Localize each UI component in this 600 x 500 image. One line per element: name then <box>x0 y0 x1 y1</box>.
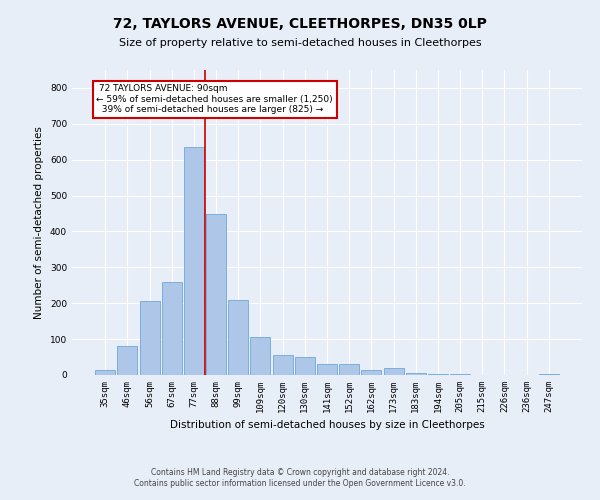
Bar <box>361 370 382 375</box>
Text: 72 TAYLORS AVENUE: 90sqm
← 59% of semi-detached houses are smaller (1,250)
  39%: 72 TAYLORS AVENUE: 90sqm ← 59% of semi-d… <box>96 84 333 114</box>
Bar <box>162 282 182 375</box>
Bar <box>428 374 448 375</box>
Bar <box>339 364 359 375</box>
X-axis label: Distribution of semi-detached houses by size in Cleethorpes: Distribution of semi-detached houses by … <box>170 420 484 430</box>
Bar <box>539 374 559 375</box>
Bar <box>383 368 404 375</box>
Bar <box>250 338 271 375</box>
Bar <box>95 370 115 375</box>
Bar <box>118 346 137 375</box>
Bar <box>295 357 315 375</box>
Bar <box>206 214 226 375</box>
Text: Size of property relative to semi-detached houses in Cleethorpes: Size of property relative to semi-detach… <box>119 38 481 48</box>
Bar <box>140 302 160 375</box>
Bar <box>228 300 248 375</box>
Text: 72, TAYLORS AVENUE, CLEETHORPES, DN35 0LP: 72, TAYLORS AVENUE, CLEETHORPES, DN35 0L… <box>113 18 487 32</box>
Bar <box>406 373 426 375</box>
Bar <box>450 374 470 375</box>
Text: Contains HM Land Registry data © Crown copyright and database right 2024.
Contai: Contains HM Land Registry data © Crown c… <box>134 468 466 487</box>
Y-axis label: Number of semi-detached properties: Number of semi-detached properties <box>34 126 44 319</box>
Bar <box>317 364 337 375</box>
Bar <box>272 356 293 375</box>
Bar <box>184 147 204 375</box>
